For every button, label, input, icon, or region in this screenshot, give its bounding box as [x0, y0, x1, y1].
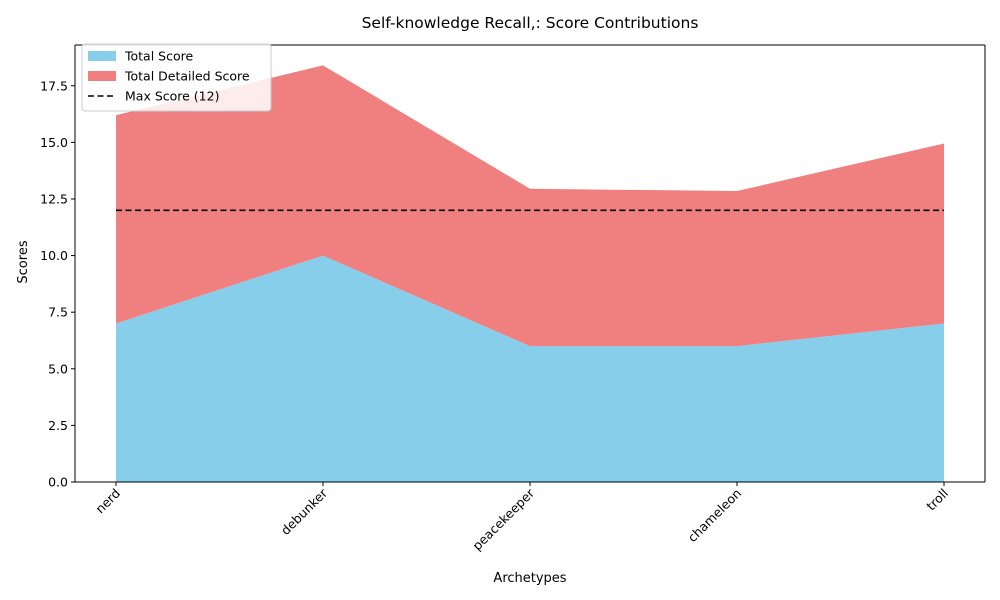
y-tick-label: 2.5 — [48, 418, 68, 433]
x-tick-label: troll — [923, 486, 951, 514]
y-tick-label: 10.0 — [40, 248, 68, 263]
legend-box — [81, 43, 272, 112]
y-tick-label: 15.0 — [40, 135, 68, 150]
chart-title: Self-knowledge Recall,: Score Contributi… — [362, 14, 699, 32]
y-tick-label: 5.0 — [48, 361, 68, 376]
y-axis-label: Scores — [16, 240, 31, 283]
legend-label-1: Total Score — [124, 49, 193, 64]
legend-label-3: Max Score (12) — [125, 89, 219, 104]
area-series-1 — [116, 255, 944, 482]
y-ticks: 0.0 2.5 5.0 7.5 10.0 12.5 15.0 17.5 — [40, 78, 75, 490]
legend-swatch-2 — [88, 71, 116, 81]
x-axis-label: Archetypes — [493, 571, 566, 586]
x-tick-label: chameleon — [685, 486, 744, 545]
x-tick-label: peacekeeper — [469, 485, 537, 553]
x-ticks: nerd debunker peacekeeper chameleon troll — [92, 482, 951, 553]
x-tick-label: debunker — [278, 485, 331, 538]
area-series-2 — [116, 65, 944, 347]
legend: Total Score Total Detailed Score Max Score… — [81, 43, 272, 112]
y-tick-label: 12.5 — [40, 191, 68, 206]
y-tick-label: 0.0 — [48, 475, 68, 490]
legend-label-2: Total Detailed Score — [124, 69, 250, 84]
y-tick-label: 7.5 — [48, 305, 68, 320]
y-tick-label: 17.5 — [40, 78, 68, 93]
legend-swatch-1 — [88, 51, 116, 61]
plot-areas — [116, 65, 944, 482]
x-tick-label: nerd — [92, 486, 123, 517]
